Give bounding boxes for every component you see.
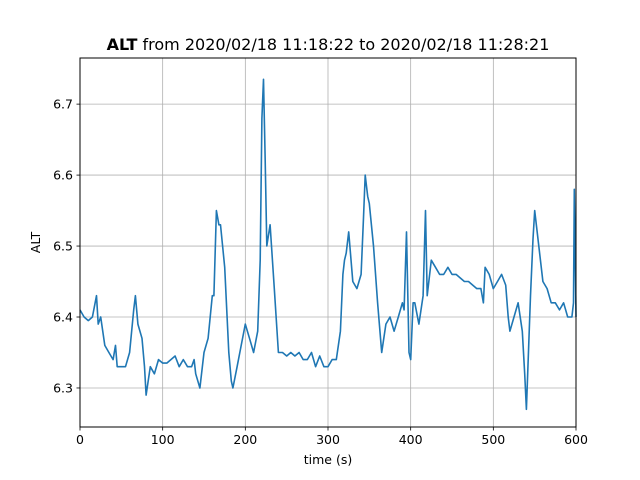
x-tick-label: 400	[399, 432, 423, 447]
x-axis-label: time (s)	[304, 452, 352, 467]
x-tick-label: 0	[76, 432, 84, 447]
series-line	[79, 78, 577, 411]
series-layer	[79, 78, 577, 411]
chart-title-range: from 2020/02/18 11:18:22 to 2020/02/18 1…	[137, 35, 549, 54]
axis-ticks: 0 100 200 300 400 500 600 6.3 6.4 6.5 6.6 6.7	[53, 97, 588, 447]
x-tick-label: 500	[481, 432, 505, 447]
x-tick-label: 300	[316, 432, 340, 447]
y-tick-label: 6.6	[53, 168, 73, 183]
x-tick-label: 100	[151, 432, 175, 447]
y-tick-label: 6.4	[53, 310, 73, 325]
x-tick-label: 200	[233, 432, 257, 447]
chart-title-variable: ALT	[107, 35, 138, 54]
x-tick-label: 600	[564, 432, 588, 447]
y-tick-label: 6.3	[53, 380, 73, 395]
y-tick-label: 6.5	[53, 239, 73, 254]
y-axis-label: ALT	[28, 231, 43, 253]
chart-title: ALT from 2020/02/18 11:18:22 to 2020/02/…	[107, 35, 550, 54]
y-tick-label: 6.7	[53, 97, 73, 112]
grid-lines	[79, 58, 577, 427]
